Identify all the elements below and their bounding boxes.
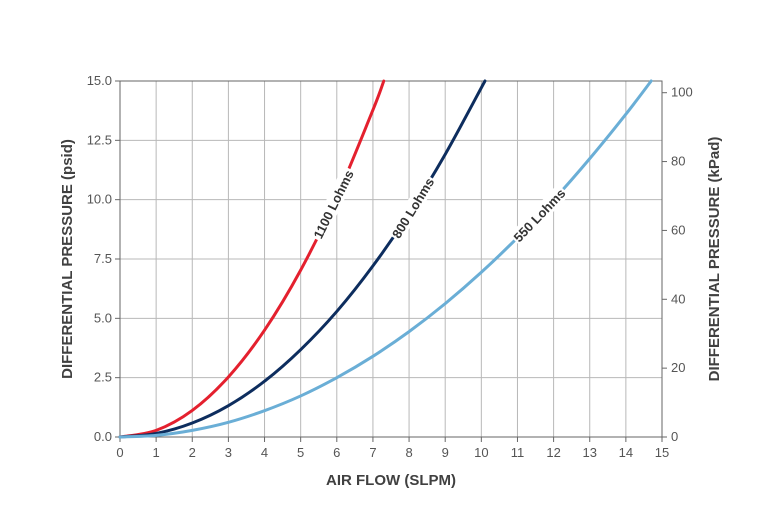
x-axis-label: AIR FLOW (SLPM) — [326, 472, 456, 489]
x-tick-label: 8 — [405, 445, 412, 460]
x-tick-label: 15 — [655, 445, 669, 460]
x-tick-label: 9 — [442, 445, 449, 460]
series-label-group: 800 Lohms — [387, 173, 438, 243]
y2-tick-label: 20 — [671, 360, 685, 375]
series-label-bg — [387, 173, 438, 243]
x-tick-label: 1 — [153, 445, 160, 460]
y-tick-label: 15.0 — [87, 73, 112, 88]
y-tick-label: 12.5 — [87, 132, 112, 147]
x-tick-label: 14 — [619, 445, 633, 460]
grid — [120, 81, 662, 437]
axes: 0 1 2 3 4 5 6 7 8 9 10 11 12 13 14 150.02.55.07.510.012… — [87, 73, 693, 460]
y-tick-label: 5.0 — [94, 310, 112, 325]
y-axis-label-left: DIFFERENTIAL PRESSURE (psid) — [59, 139, 76, 379]
y2-tick-label: 40 — [671, 291, 685, 306]
y2-tick-label: 0 — [671, 429, 678, 444]
series-label-bg — [508, 183, 570, 247]
series-label: 550 Lohms — [511, 186, 569, 245]
series-label-group: 1100 Lohms — [308, 165, 358, 243]
x-tick-label: 12 — [546, 445, 560, 460]
x-tick-label: 7 — [369, 445, 376, 460]
x-tick-label: 5 — [297, 445, 304, 460]
y-tick-label: 0.0 — [94, 429, 112, 444]
x-tick-label: 4 — [261, 445, 268, 460]
y-axis-label-right: DIFFERENTIAL PRESSURE (kPad) — [706, 137, 723, 382]
x-tick-label: 2 — [189, 445, 196, 460]
y2-tick-label: 100 — [671, 85, 693, 100]
series-label: 1100 Lohms — [310, 168, 356, 241]
x-tick-label: 6 — [333, 445, 340, 460]
curve-labels: 1100 Lohms 800 Lohms 550 Lohms — [308, 165, 570, 247]
x-tick-label: 3 — [225, 445, 232, 460]
x-tick-label: 0 — [116, 445, 123, 460]
series-line-1 — [118, 79, 386, 439]
series-line-3 — [118, 79, 653, 439]
series-label-bg — [308, 165, 358, 243]
y-tick-label: 7.5 — [94, 251, 112, 266]
x-tick-label: 13 — [582, 445, 596, 460]
series-label: 800 Lohms — [389, 175, 437, 241]
y2-tick-label: 60 — [671, 222, 685, 237]
x-tick-label: 11 — [511, 445, 525, 460]
y-tick-label: 10.0 — [87, 192, 112, 207]
x-tick-label: 10 — [474, 445, 488, 460]
y2-tick-label: 80 — [671, 154, 685, 169]
plot-frame — [119, 80, 663, 438]
y-tick-label: 2.5 — [94, 370, 112, 385]
